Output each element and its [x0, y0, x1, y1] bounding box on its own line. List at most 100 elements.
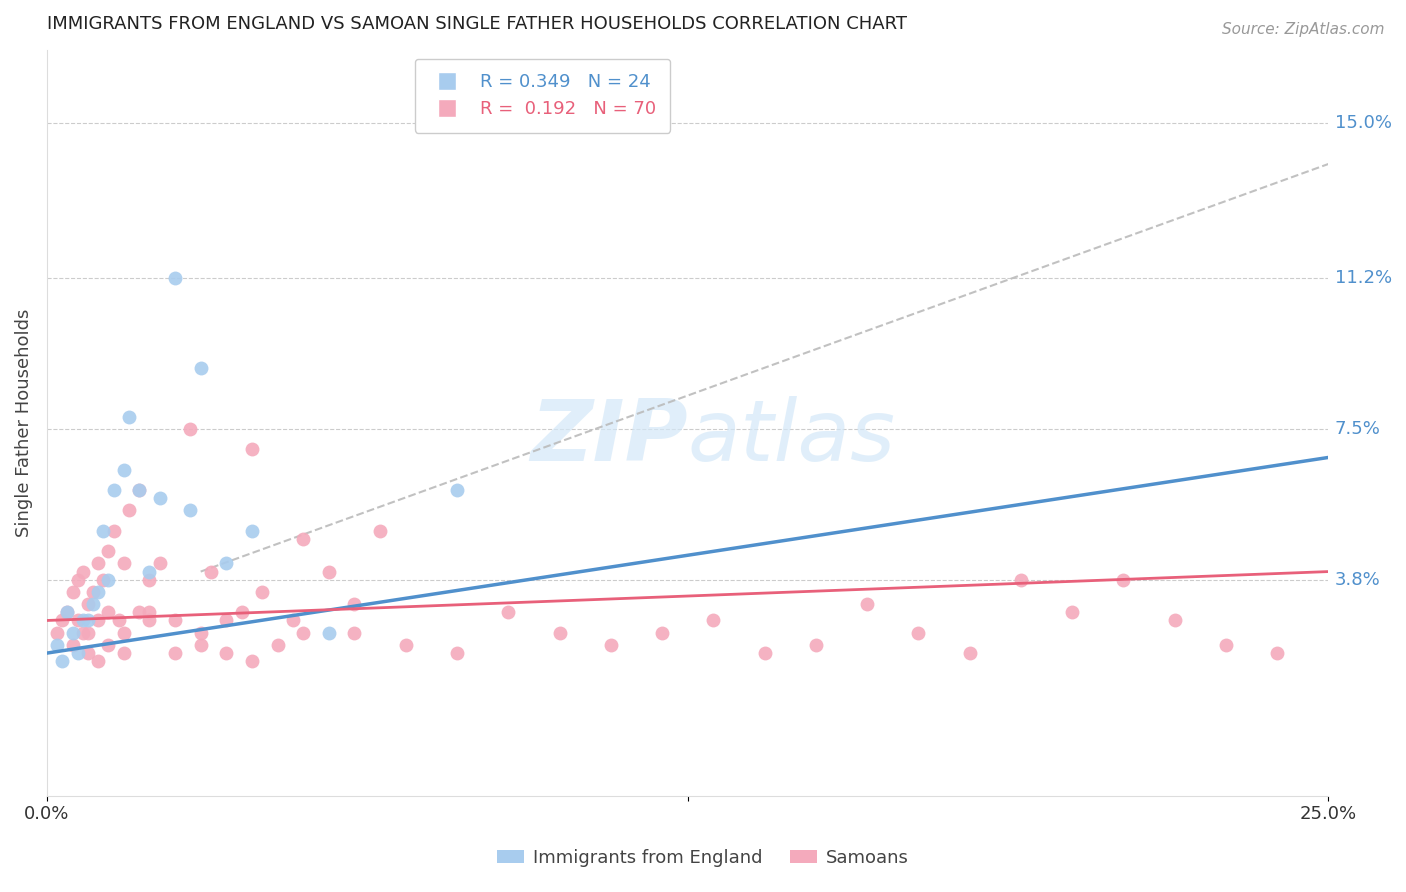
Point — [77, 614, 100, 628]
Point — [1062, 605, 1084, 619]
Point — [599, 638, 621, 652]
Point — [804, 638, 827, 652]
Point — [97, 573, 120, 587]
Point — [281, 614, 304, 628]
Point — [907, 625, 929, 640]
Point — [77, 646, 100, 660]
Point — [754, 646, 776, 660]
Point — [138, 573, 160, 587]
Point — [343, 625, 366, 640]
Point — [77, 597, 100, 611]
Y-axis label: Single Father Households: Single Father Households — [15, 309, 32, 537]
Point — [97, 544, 120, 558]
Point — [128, 483, 150, 497]
Point — [446, 483, 468, 497]
Point — [62, 638, 84, 652]
Point — [1010, 573, 1032, 587]
Point — [66, 646, 89, 660]
Point — [215, 646, 238, 660]
Point — [343, 597, 366, 611]
Text: 11.2%: 11.2% — [1334, 269, 1392, 287]
Text: IMMIGRANTS FROM ENGLAND VS SAMOAN SINGLE FATHER HOUSEHOLDS CORRELATION CHART: IMMIGRANTS FROM ENGLAND VS SAMOAN SINGLE… — [46, 15, 907, 33]
Point — [215, 557, 238, 571]
Point — [118, 503, 141, 517]
Point — [128, 483, 150, 497]
Point — [318, 565, 340, 579]
Point — [1265, 646, 1288, 660]
Point — [138, 565, 160, 579]
Point — [250, 585, 273, 599]
Point — [51, 654, 73, 668]
Point — [62, 585, 84, 599]
Legend: R = 0.349   N = 24, R =  0.192   N = 70: R = 0.349 N = 24, R = 0.192 N = 70 — [415, 59, 671, 133]
Point — [179, 422, 201, 436]
Point — [1112, 573, 1135, 587]
Point — [97, 605, 120, 619]
Point — [292, 532, 315, 546]
Point — [112, 646, 135, 660]
Point — [82, 585, 104, 599]
Point — [91, 573, 114, 587]
Point — [87, 614, 110, 628]
Point — [46, 638, 69, 652]
Text: atlas: atlas — [688, 396, 896, 479]
Point — [72, 625, 94, 640]
Point — [240, 442, 263, 457]
Point — [190, 625, 212, 640]
Point — [56, 605, 79, 619]
Text: ZIP: ZIP — [530, 396, 688, 479]
Point — [97, 638, 120, 652]
Point — [56, 605, 79, 619]
Text: Source: ZipAtlas.com: Source: ZipAtlas.com — [1222, 22, 1385, 37]
Point — [1163, 614, 1185, 628]
Point — [959, 646, 981, 660]
Point — [292, 625, 315, 640]
Point — [446, 646, 468, 660]
Point — [112, 625, 135, 640]
Point — [200, 565, 222, 579]
Text: 3.8%: 3.8% — [1334, 571, 1381, 589]
Point — [240, 654, 263, 668]
Point — [240, 524, 263, 538]
Point — [190, 638, 212, 652]
Point — [149, 491, 172, 506]
Point — [231, 605, 253, 619]
Point — [266, 638, 288, 652]
Point — [91, 524, 114, 538]
Point — [66, 614, 89, 628]
Point — [103, 483, 125, 497]
Point — [82, 597, 104, 611]
Point — [163, 646, 186, 660]
Point — [103, 524, 125, 538]
Point — [856, 597, 879, 611]
Point — [87, 557, 110, 571]
Point — [318, 625, 340, 640]
Point — [138, 605, 160, 619]
Text: 7.5%: 7.5% — [1334, 420, 1381, 438]
Point — [163, 271, 186, 285]
Point — [51, 614, 73, 628]
Point — [138, 614, 160, 628]
Point — [112, 463, 135, 477]
Point — [87, 585, 110, 599]
Point — [87, 654, 110, 668]
Point — [395, 638, 418, 652]
Point — [77, 625, 100, 640]
Point — [1215, 638, 1237, 652]
Point — [215, 614, 238, 628]
Point — [62, 625, 84, 640]
Point — [107, 614, 129, 628]
Point — [128, 605, 150, 619]
Point — [72, 565, 94, 579]
Point — [179, 503, 201, 517]
Point — [72, 614, 94, 628]
Point — [149, 557, 172, 571]
Point — [46, 625, 69, 640]
Text: 15.0%: 15.0% — [1334, 114, 1392, 132]
Point — [190, 360, 212, 375]
Legend: Immigrants from England, Samoans: Immigrants from England, Samoans — [489, 842, 917, 874]
Point — [66, 573, 89, 587]
Point — [651, 625, 673, 640]
Point — [112, 557, 135, 571]
Point — [702, 614, 724, 628]
